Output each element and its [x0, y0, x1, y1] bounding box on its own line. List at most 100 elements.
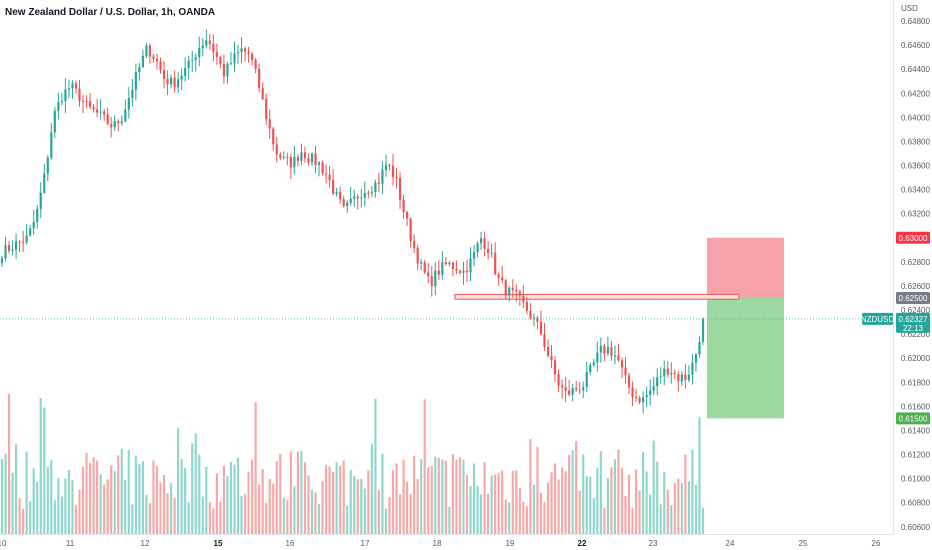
volume-bar — [4, 453, 7, 534]
volume-bar — [177, 427, 180, 534]
candle-body — [205, 40, 208, 46]
candle-body — [416, 247, 419, 264]
volume-bar — [402, 459, 405, 534]
price-axis[interactable]: 0.64800 0.64600 0.64400 0.64200 0.64000 0.638… — [901, 17, 930, 532]
candle-body — [282, 156, 285, 158]
candle-body — [592, 362, 595, 366]
candle-body — [300, 152, 303, 161]
volume-bar — [159, 482, 162, 534]
volume-bar — [596, 467, 599, 534]
take-profit-zone[interactable] — [707, 297, 784, 419]
volume-bar — [251, 459, 254, 534]
price-tick-label: 0.62200 — [901, 330, 930, 339]
volume-bar — [254, 402, 257, 534]
volume-bar — [423, 399, 426, 534]
candle-body — [441, 262, 444, 275]
candle-body — [420, 262, 423, 264]
candle-body — [124, 109, 127, 122]
candle-body — [272, 128, 275, 145]
volume-bar — [427, 467, 430, 534]
candle-body — [698, 341, 701, 355]
candle-body — [617, 355, 620, 361]
candle-body — [356, 196, 359, 199]
position-tool[interactable] — [454, 237, 784, 419]
candle-body — [194, 57, 197, 60]
volume-bar — [22, 508, 25, 534]
volume-bar — [317, 503, 321, 534]
volume-bar — [307, 475, 310, 534]
price-tick-label: 0.60800 — [901, 499, 930, 508]
volume-bar — [631, 508, 634, 534]
candle-body — [522, 295, 525, 302]
candle-body — [275, 144, 278, 155]
volume-bar — [652, 440, 655, 534]
candle-body — [691, 362, 694, 375]
volume-bar — [124, 479, 127, 534]
candle-body — [680, 374, 683, 382]
volume-bar — [416, 479, 419, 534]
candle-body — [268, 119, 271, 129]
candle-body — [110, 123, 113, 128]
candle-body — [571, 387, 574, 395]
volume-bar — [141, 461, 144, 534]
volume-bar — [286, 500, 289, 534]
candle-body — [670, 373, 673, 375]
time-tick-label: 18 — [433, 539, 442, 548]
volume-bar — [536, 446, 539, 534]
price-tick-label: 0.61600 — [901, 402, 930, 411]
candle-body — [367, 192, 370, 194]
candle-body — [694, 354, 698, 363]
candle-body — [173, 77, 176, 88]
price-tick-label: 0.60600 — [901, 523, 930, 532]
volume-bar — [458, 457, 462, 534]
price-axis-unit: USD — [901, 4, 918, 13]
price-tick-label: 0.64600 — [901, 41, 930, 50]
candle-body — [550, 355, 553, 361]
candle-body — [187, 60, 190, 68]
volume-bar — [110, 465, 113, 534]
volume-bar — [293, 486, 296, 534]
candle-body — [642, 397, 645, 403]
time-axis[interactable]: 10 11 12 15 16 17 18 19 22 23 24 25 26 — [0, 539, 881, 548]
volume-bar — [483, 462, 486, 534]
candle-body — [324, 173, 328, 175]
candle-body — [515, 290, 518, 292]
candle-body — [258, 68, 261, 88]
volume-bar — [138, 464, 141, 534]
volume-bar — [169, 482, 173, 534]
volume-bar — [620, 467, 624, 534]
volume-bar — [642, 452, 645, 534]
volume-bar — [229, 461, 233, 534]
candle-body — [155, 58, 159, 62]
candle-body — [22, 241, 25, 243]
candle-body — [159, 61, 162, 70]
volume-bar — [543, 502, 546, 534]
volume-bar — [173, 498, 176, 534]
candle-body — [613, 355, 617, 357]
volume-bar — [515, 470, 518, 534]
volume-bar — [564, 471, 567, 534]
candle-body — [29, 228, 32, 236]
volume-bar — [74, 504, 78, 534]
volume-bar — [670, 505, 673, 534]
candle-body — [78, 88, 81, 102]
volume-bar — [335, 462, 338, 534]
candle-body — [624, 367, 627, 376]
candle-body — [568, 390, 571, 395]
volume-bar — [501, 470, 504, 534]
volume-bar — [191, 443, 194, 534]
candle-body — [395, 176, 398, 179]
volume-bar — [275, 461, 278, 534]
volume-bar — [370, 443, 373, 534]
price-tick-label: 0.62600 — [901, 282, 930, 291]
candle-body — [458, 270, 462, 273]
entry-price-badge-label: 0.62500 — [899, 294, 928, 303]
volume-bar — [328, 466, 331, 534]
volume-bar — [571, 450, 574, 534]
stop-loss-zone[interactable] — [707, 237, 784, 298]
candle-body — [663, 368, 666, 377]
resistance-zone[interactable] — [454, 293, 740, 300]
price-tick-label: 0.62800 — [901, 258, 930, 267]
volume-bar — [613, 459, 617, 534]
